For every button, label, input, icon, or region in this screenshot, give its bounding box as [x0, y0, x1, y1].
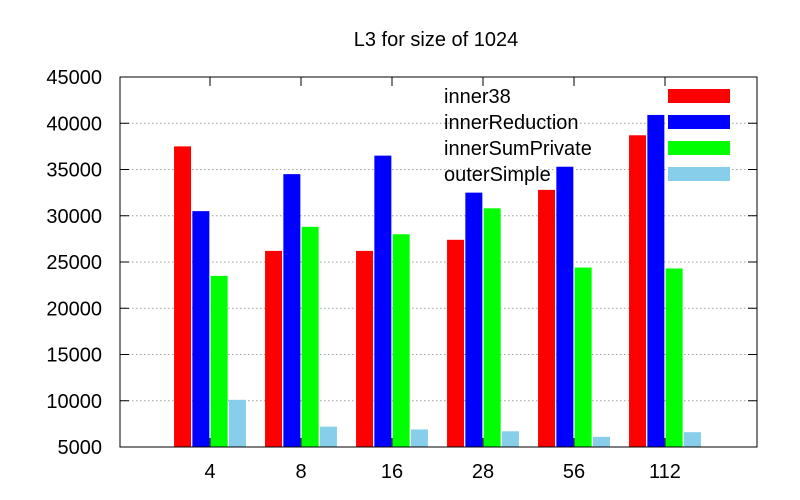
bar-inner-sum-private	[483, 208, 501, 447]
y-tick-label: 20000	[46, 298, 102, 320]
legend-swatch	[668, 115, 730, 129]
bar-outer-simple	[410, 429, 428, 447]
y-tick-label: 35000	[46, 160, 102, 182]
x-tick-label: 56	[563, 461, 585, 483]
legend: inner38 innerReduction innerSumPrivate oute…	[444, 86, 730, 186]
legend-label: outerSimple	[444, 164, 551, 186]
bar-outer-simple	[501, 431, 519, 447]
bar-inner38	[538, 189, 556, 447]
y-tick-label: 10000	[46, 391, 102, 413]
y-tick-label: 5000	[58, 437, 103, 459]
bar-inner-reduction	[283, 174, 301, 448]
legend-label: innerReduction	[444, 112, 579, 134]
bar-inner38	[356, 250, 374, 447]
y-tick-label: 25000	[46, 252, 102, 274]
chart-title: L3 for size of 1024	[354, 29, 519, 51]
legend-label: inner38	[444, 86, 511, 108]
bar-outer-simple	[319, 426, 337, 447]
x-tick-label: 4	[204, 461, 215, 483]
x-tick-label: 16	[381, 461, 403, 483]
y-tick-label: 40000	[46, 113, 102, 135]
legend-label: innerSumPrivate	[444, 138, 592, 160]
bar-inner-reduction	[465, 192, 483, 448]
bars-group	[174, 114, 701, 448]
bar-inner38	[629, 135, 647, 447]
bar-outer-simple	[592, 436, 610, 447]
y-tick-label: 15000	[46, 345, 102, 367]
bar-outer-simple	[228, 399, 246, 447]
legend-swatch	[668, 167, 730, 181]
axis-ticks: 5000 10000 15000 20000 25000 30000 35000 40000 4…	[46, 67, 757, 483]
bar-inner-reduction	[556, 166, 574, 448]
x-tick-label: 112	[649, 461, 681, 483]
bar-inner-sum-private	[210, 275, 228, 448]
y-tick-label: 30000	[46, 206, 102, 228]
bar-outer-simple	[683, 432, 701, 447]
bar-inner-sum-private	[665, 268, 683, 447]
bar-inner38	[265, 250, 283, 447]
bar-inner-sum-private	[301, 226, 319, 447]
bar-inner-sum-private	[392, 234, 410, 447]
bar-inner38	[447, 239, 465, 447]
legend-swatch	[668, 141, 730, 155]
bar-inner-reduction	[374, 155, 392, 448]
x-tick-label: 28	[472, 461, 494, 483]
bar-inner-reduction	[192, 211, 210, 447]
bar-inner-reduction	[647, 114, 665, 448]
bar-inner-sum-private	[574, 267, 592, 447]
x-tick-label: 8	[295, 461, 306, 483]
legend-swatch	[668, 89, 730, 103]
y-tick-label: 45000	[46, 67, 102, 89]
bar-inner38	[174, 146, 192, 448]
